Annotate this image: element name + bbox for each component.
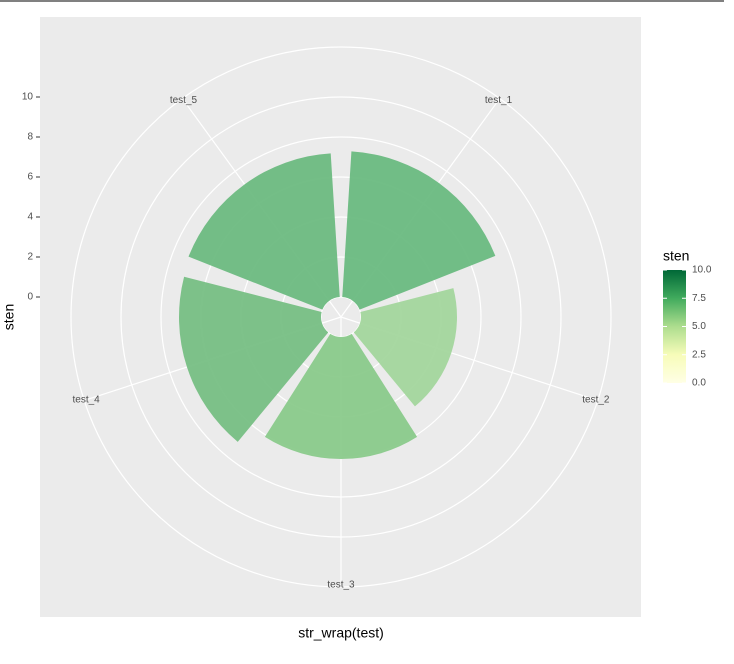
- colorbar-label: 5.0: [692, 321, 706, 332]
- bar: [178, 276, 329, 442]
- bar: [342, 151, 496, 310]
- y-tick-label: 10: [22, 92, 34, 103]
- colorbar: [663, 270, 686, 383]
- x-tick-label: test_2: [582, 394, 610, 405]
- colorbar-label: 0.0: [692, 378, 706, 389]
- bar: [188, 153, 340, 310]
- y-tick-label: 0: [27, 292, 33, 303]
- x-tick-label: test_4: [72, 394, 100, 405]
- y-axis-title: sten: [1, 304, 17, 330]
- y-tick-label: 4: [27, 212, 33, 223]
- legend-title: sten: [663, 248, 689, 264]
- colorbar-label: 2.5: [692, 349, 706, 360]
- bar: [264, 333, 418, 459]
- y-tick-label: 6: [27, 172, 33, 183]
- bar: [353, 288, 457, 407]
- y-tick-label: 8: [27, 132, 33, 143]
- x-tick-label: test_5: [170, 95, 198, 106]
- colorbar-label: 10.0: [692, 265, 712, 276]
- colorbar-label: 7.5: [692, 293, 706, 304]
- x-tick-label: test_3: [327, 580, 355, 591]
- x-tick-label: test_1: [485, 95, 513, 106]
- y-tick-label: 2: [27, 252, 33, 263]
- x-axis-title: str_wrap(test): [298, 625, 384, 641]
